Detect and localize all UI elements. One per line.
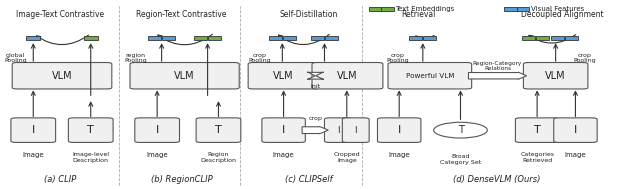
Text: T: T <box>88 125 94 135</box>
Polygon shape <box>308 72 323 80</box>
Text: Categories
Retrieved: Categories Retrieved <box>520 152 554 163</box>
FancyBboxPatch shape <box>524 63 588 89</box>
Text: Image: Image <box>564 153 586 158</box>
FancyBboxPatch shape <box>410 36 422 40</box>
FancyBboxPatch shape <box>248 63 319 89</box>
Text: crop
Pooling: crop Pooling <box>386 53 408 63</box>
FancyBboxPatch shape <box>130 63 239 89</box>
Text: I: I <box>156 125 159 135</box>
FancyBboxPatch shape <box>369 7 381 11</box>
Text: T: T <box>534 125 541 135</box>
FancyBboxPatch shape <box>424 36 436 40</box>
Text: I: I <box>337 126 339 135</box>
Text: VLM: VLM <box>337 71 358 81</box>
Text: global
Pooling: global Pooling <box>4 53 27 63</box>
Text: Image: Image <box>22 153 44 158</box>
FancyBboxPatch shape <box>311 36 324 40</box>
Text: I: I <box>355 126 357 135</box>
FancyBboxPatch shape <box>565 36 578 40</box>
Polygon shape <box>302 126 328 134</box>
Text: Image: Image <box>273 153 294 158</box>
FancyBboxPatch shape <box>554 118 597 143</box>
Text: I: I <box>31 125 35 135</box>
FancyBboxPatch shape <box>504 7 516 11</box>
FancyBboxPatch shape <box>208 36 221 40</box>
Text: Powerful VLM: Powerful VLM <box>406 73 454 79</box>
FancyBboxPatch shape <box>516 7 529 11</box>
FancyBboxPatch shape <box>283 36 296 40</box>
Text: Image: Image <box>388 153 410 158</box>
Text: I: I <box>282 125 285 135</box>
Text: Visual Features: Visual Features <box>531 6 584 12</box>
FancyBboxPatch shape <box>163 36 175 40</box>
Text: (b) RegionCLIP: (b) RegionCLIP <box>150 175 212 184</box>
FancyBboxPatch shape <box>536 36 549 40</box>
Text: crop: crop <box>308 116 322 121</box>
FancyBboxPatch shape <box>378 118 421 143</box>
Text: I: I <box>574 125 577 135</box>
Text: VLM: VLM <box>545 71 566 81</box>
Text: Decoupled Alignment: Decoupled Alignment <box>522 10 604 19</box>
FancyBboxPatch shape <box>148 36 161 40</box>
FancyBboxPatch shape <box>551 36 564 40</box>
FancyBboxPatch shape <box>515 118 559 143</box>
FancyBboxPatch shape <box>342 118 369 143</box>
FancyBboxPatch shape <box>312 63 383 89</box>
Text: I: I <box>397 125 401 135</box>
FancyBboxPatch shape <box>12 63 112 89</box>
Polygon shape <box>468 72 527 79</box>
Text: VLM: VLM <box>174 71 195 81</box>
Text: Region
Description: Region Description <box>200 152 236 163</box>
FancyBboxPatch shape <box>269 36 282 40</box>
Text: Init: Init <box>310 84 321 89</box>
Text: Text Embeddings: Text Embeddings <box>396 6 454 12</box>
FancyBboxPatch shape <box>135 118 179 143</box>
FancyBboxPatch shape <box>84 36 98 40</box>
Text: VLM: VLM <box>52 71 72 81</box>
Text: T: T <box>458 125 463 135</box>
Text: Image: Image <box>147 153 168 158</box>
Text: Region-Text Contrastive: Region-Text Contrastive <box>136 10 227 19</box>
Text: crop
Pooling: crop Pooling <box>249 53 271 63</box>
FancyBboxPatch shape <box>262 118 305 143</box>
Text: region
Pooling: region Pooling <box>124 53 147 63</box>
Text: Image-level
Description: Image-level Description <box>72 152 109 163</box>
FancyBboxPatch shape <box>11 118 56 143</box>
FancyBboxPatch shape <box>68 118 113 143</box>
FancyBboxPatch shape <box>381 7 394 11</box>
Text: (a) CLIP: (a) CLIP <box>44 175 76 184</box>
Text: Retrieval: Retrieval <box>401 10 436 19</box>
FancyBboxPatch shape <box>196 118 241 143</box>
FancyBboxPatch shape <box>26 36 40 40</box>
FancyBboxPatch shape <box>325 36 338 40</box>
Text: crop
Pooling: crop Pooling <box>573 53 596 63</box>
FancyBboxPatch shape <box>388 63 472 89</box>
Text: Region-Category
Relations: Region-Category Relations <box>473 61 522 71</box>
Text: T: T <box>215 125 222 135</box>
Text: Broad
Category Set: Broad Category Set <box>440 154 481 165</box>
Text: VLM: VLM <box>273 71 294 81</box>
FancyBboxPatch shape <box>522 36 535 40</box>
Text: (c) CLIPSelf: (c) CLIPSelf <box>285 175 333 184</box>
Text: (d) DenseVLM (Ours): (d) DenseVLM (Ours) <box>453 175 541 184</box>
Text: Self-Distillation: Self-Distillation <box>280 10 339 19</box>
Text: Image-Text Contrastive: Image-Text Contrastive <box>16 10 104 19</box>
Text: Cropped
Image: Cropped Image <box>333 152 360 163</box>
FancyBboxPatch shape <box>194 36 207 40</box>
FancyBboxPatch shape <box>324 118 351 143</box>
